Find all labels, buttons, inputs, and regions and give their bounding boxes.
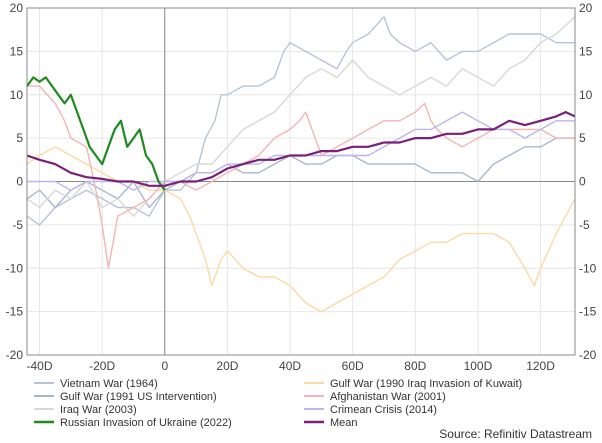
y-tick-label-left: -5 <box>12 218 23 232</box>
series-line-crimean-crisis-2014 <box>27 111 575 191</box>
x-tick-label: 0 <box>161 359 168 373</box>
x-tick-label: -40D <box>27 359 53 373</box>
y-tick-label-left: 0 <box>16 175 23 189</box>
y-tick-label-left: -20 <box>6 348 24 362</box>
legend: Vietnam War (1964) Gulf War (1990 Iraq In… <box>34 378 522 429</box>
source-note: Source: Refinitiv Datastream <box>439 427 592 441</box>
x-tick-label: 120D <box>526 359 555 373</box>
y-tick-label-right: 20 <box>579 1 593 15</box>
y-tick-label-left: 20 <box>10 1 24 15</box>
y-tick-label-right: -5 <box>579 218 590 232</box>
y-tick-labels-right: -20 -15 -10 -5 0 5 10 15 20 <box>579 1 597 362</box>
y-tick-label-right: -15 <box>579 305 597 319</box>
y-tick-labels-left: -20 -15 -10 -5 0 5 10 15 20 <box>6 1 24 362</box>
y-tick-label-right: 5 <box>579 131 586 145</box>
y-tick-label-left: 10 <box>10 88 24 102</box>
x-tick-label: 60D <box>342 359 364 373</box>
y-tick-label-right: 0 <box>579 175 586 189</box>
x-tick-label: 100D <box>464 359 493 373</box>
legend-label: Vietnam War (1964) <box>60 378 158 390</box>
y-tick-label-left: -15 <box>6 305 24 319</box>
y-tick-label-right: 15 <box>579 44 593 58</box>
legend-label: Gulf War (1990 Iraq Invasion of Kuwait) <box>330 378 522 390</box>
legend-label: Afghanistan War (2001) <box>330 391 446 403</box>
legend-label: Mean <box>330 417 358 429</box>
x-tick-label: 80D <box>404 359 426 373</box>
y-tick-label-right: 10 <box>579 88 593 102</box>
series-line-gulf-war-1991-us-intervention <box>26 137 575 209</box>
y-tick-label-right: -10 <box>579 261 597 275</box>
y-tick-label-left: -10 <box>6 261 24 275</box>
legend-label: Gulf War (1991 US Intervention) <box>60 391 217 403</box>
x-tick-label: 20D <box>216 359 238 373</box>
series-line-russian-invasion-of-ukraine-2022 <box>26 76 166 191</box>
series-line-mean <box>26 111 576 187</box>
series-line-vietnam-war-1964 <box>26 16 575 226</box>
legend-label: Crimean Crisis (2014) <box>330 404 437 416</box>
x-tick-labels: -40D -20D 0 20D 40D 60D 80D 100D 120D <box>27 359 556 373</box>
y-tick-label-left: 5 <box>16 131 23 145</box>
series-line-iraq-war-2003 <box>26 16 576 217</box>
plot-frame <box>26 7 576 356</box>
series-lines <box>26 16 576 313</box>
y-tick-label-left: 15 <box>10 44 24 58</box>
y-tick-label-right: -20 <box>579 348 597 362</box>
series-line-afghanistan-war-2001 <box>27 85 575 269</box>
legend-label: Iraq War (2003) <box>60 404 137 416</box>
series-line-gulf-war-1990-iraq-invasion-of-kuwait <box>26 146 576 313</box>
legend-label: Russian Invasion of Ukraine (2022) <box>60 417 232 429</box>
x-tick-label: 40D <box>279 359 301 373</box>
x-tick-label: -20D <box>89 359 115 373</box>
